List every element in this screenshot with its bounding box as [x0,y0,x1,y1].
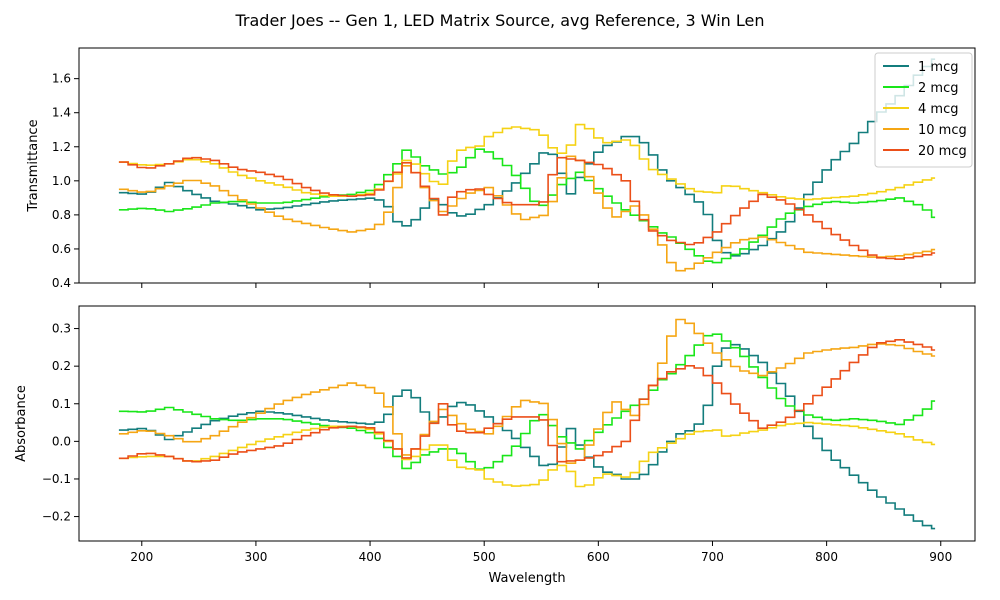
series-line-absorbance-0 [118,343,936,530]
transmittance-panel: 0.4 0.6 0.8 1.0 1.2 1.4 1.6 Transmittance 1 mc… [26,47,976,290]
legend-entries: 1 mcg 2 mcg 4 mcg 10 mcg 20 mcg [883,60,967,159]
absorbance-series-layer [118,318,936,530]
y-tick-label-absorbance-5: 0.3 [52,322,71,336]
transmittance-y-axis-label: Transmittance [26,119,41,212]
series-line-transmittance-4 [118,156,936,260]
x-tick-label-5: 700 [701,550,724,564]
y-tick-label-transmittance-5: 1.4 [52,106,71,120]
y-tick-label-transmittance-2: 0.8 [52,208,71,222]
x-tick-label-7: 900 [929,550,952,564]
absorbance-panel: 200 300 400 500 600 700 800 900 −0.2 −0.1 0.0 0.1 0.… [14,305,976,586]
series-line-absorbance-2 [118,421,936,488]
series-line-transmittance-0 [118,58,936,257]
absorbance-plot-frame [78,305,976,542]
legend-label-0: 1 mcg [918,60,958,75]
series-line-absorbance-3 [118,318,936,464]
y-tick-label-absorbance-1: −0.1 [42,472,71,486]
y-tick-label-absorbance-3: 0.1 [52,397,71,411]
legend-box [874,52,973,168]
x-tick-label-3: 500 [473,550,496,564]
y-tick-label-transmittance-6: 1.6 [52,72,71,86]
transmittance-series-layer [118,58,936,272]
x-axis-label: Wavelength [488,571,565,586]
y-tick-label-transmittance-0: 0.4 [52,276,71,290]
legend-label-3: 10 mcg [918,123,967,138]
legend-label-2: 4 mcg [918,102,958,117]
x-tick-label-6: 800 [815,550,838,564]
x-tick-label-4: 600 [587,550,610,564]
legend: 1 mcg 2 mcg 4 mcg 10 mcg 20 mcg [874,52,973,168]
series-line-transmittance-3 [118,155,936,272]
y-tick-label-absorbance-4: 0.2 [52,359,71,373]
x-tick-label-2: 400 [359,550,382,564]
y-tick-label-transmittance-3: 1.0 [52,174,71,188]
legend-label-1: 2 mcg [918,81,958,96]
transmittance-tick-layer: 0.4 0.6 0.8 1.0 1.2 1.4 1.6 [52,72,942,290]
legend-label-4: 20 mcg [918,144,967,159]
y-tick-label-absorbance-0: −0.2 [42,510,71,524]
y-tick-label-absorbance-2: 0.0 [52,434,71,448]
y-tick-label-transmittance-1: 0.6 [52,242,71,256]
y-tick-label-transmittance-4: 1.2 [52,140,71,154]
transmittance-plot-frame [78,47,976,284]
absorbance-y-axis-label: Absorbance [14,385,29,462]
series-line-transmittance-2 [118,123,936,201]
x-tick-label-0: 200 [130,550,153,564]
x-tick-label-1: 300 [244,550,267,564]
figure-title: Trader Joes -- Gen 1, LED Matrix Source,… [235,11,765,30]
absorbance-tick-layer: 200 300 400 500 600 700 800 900 −0.2 −0.1 0.0 0.1 0.… [42,322,952,564]
series-line-absorbance-4 [118,339,936,463]
